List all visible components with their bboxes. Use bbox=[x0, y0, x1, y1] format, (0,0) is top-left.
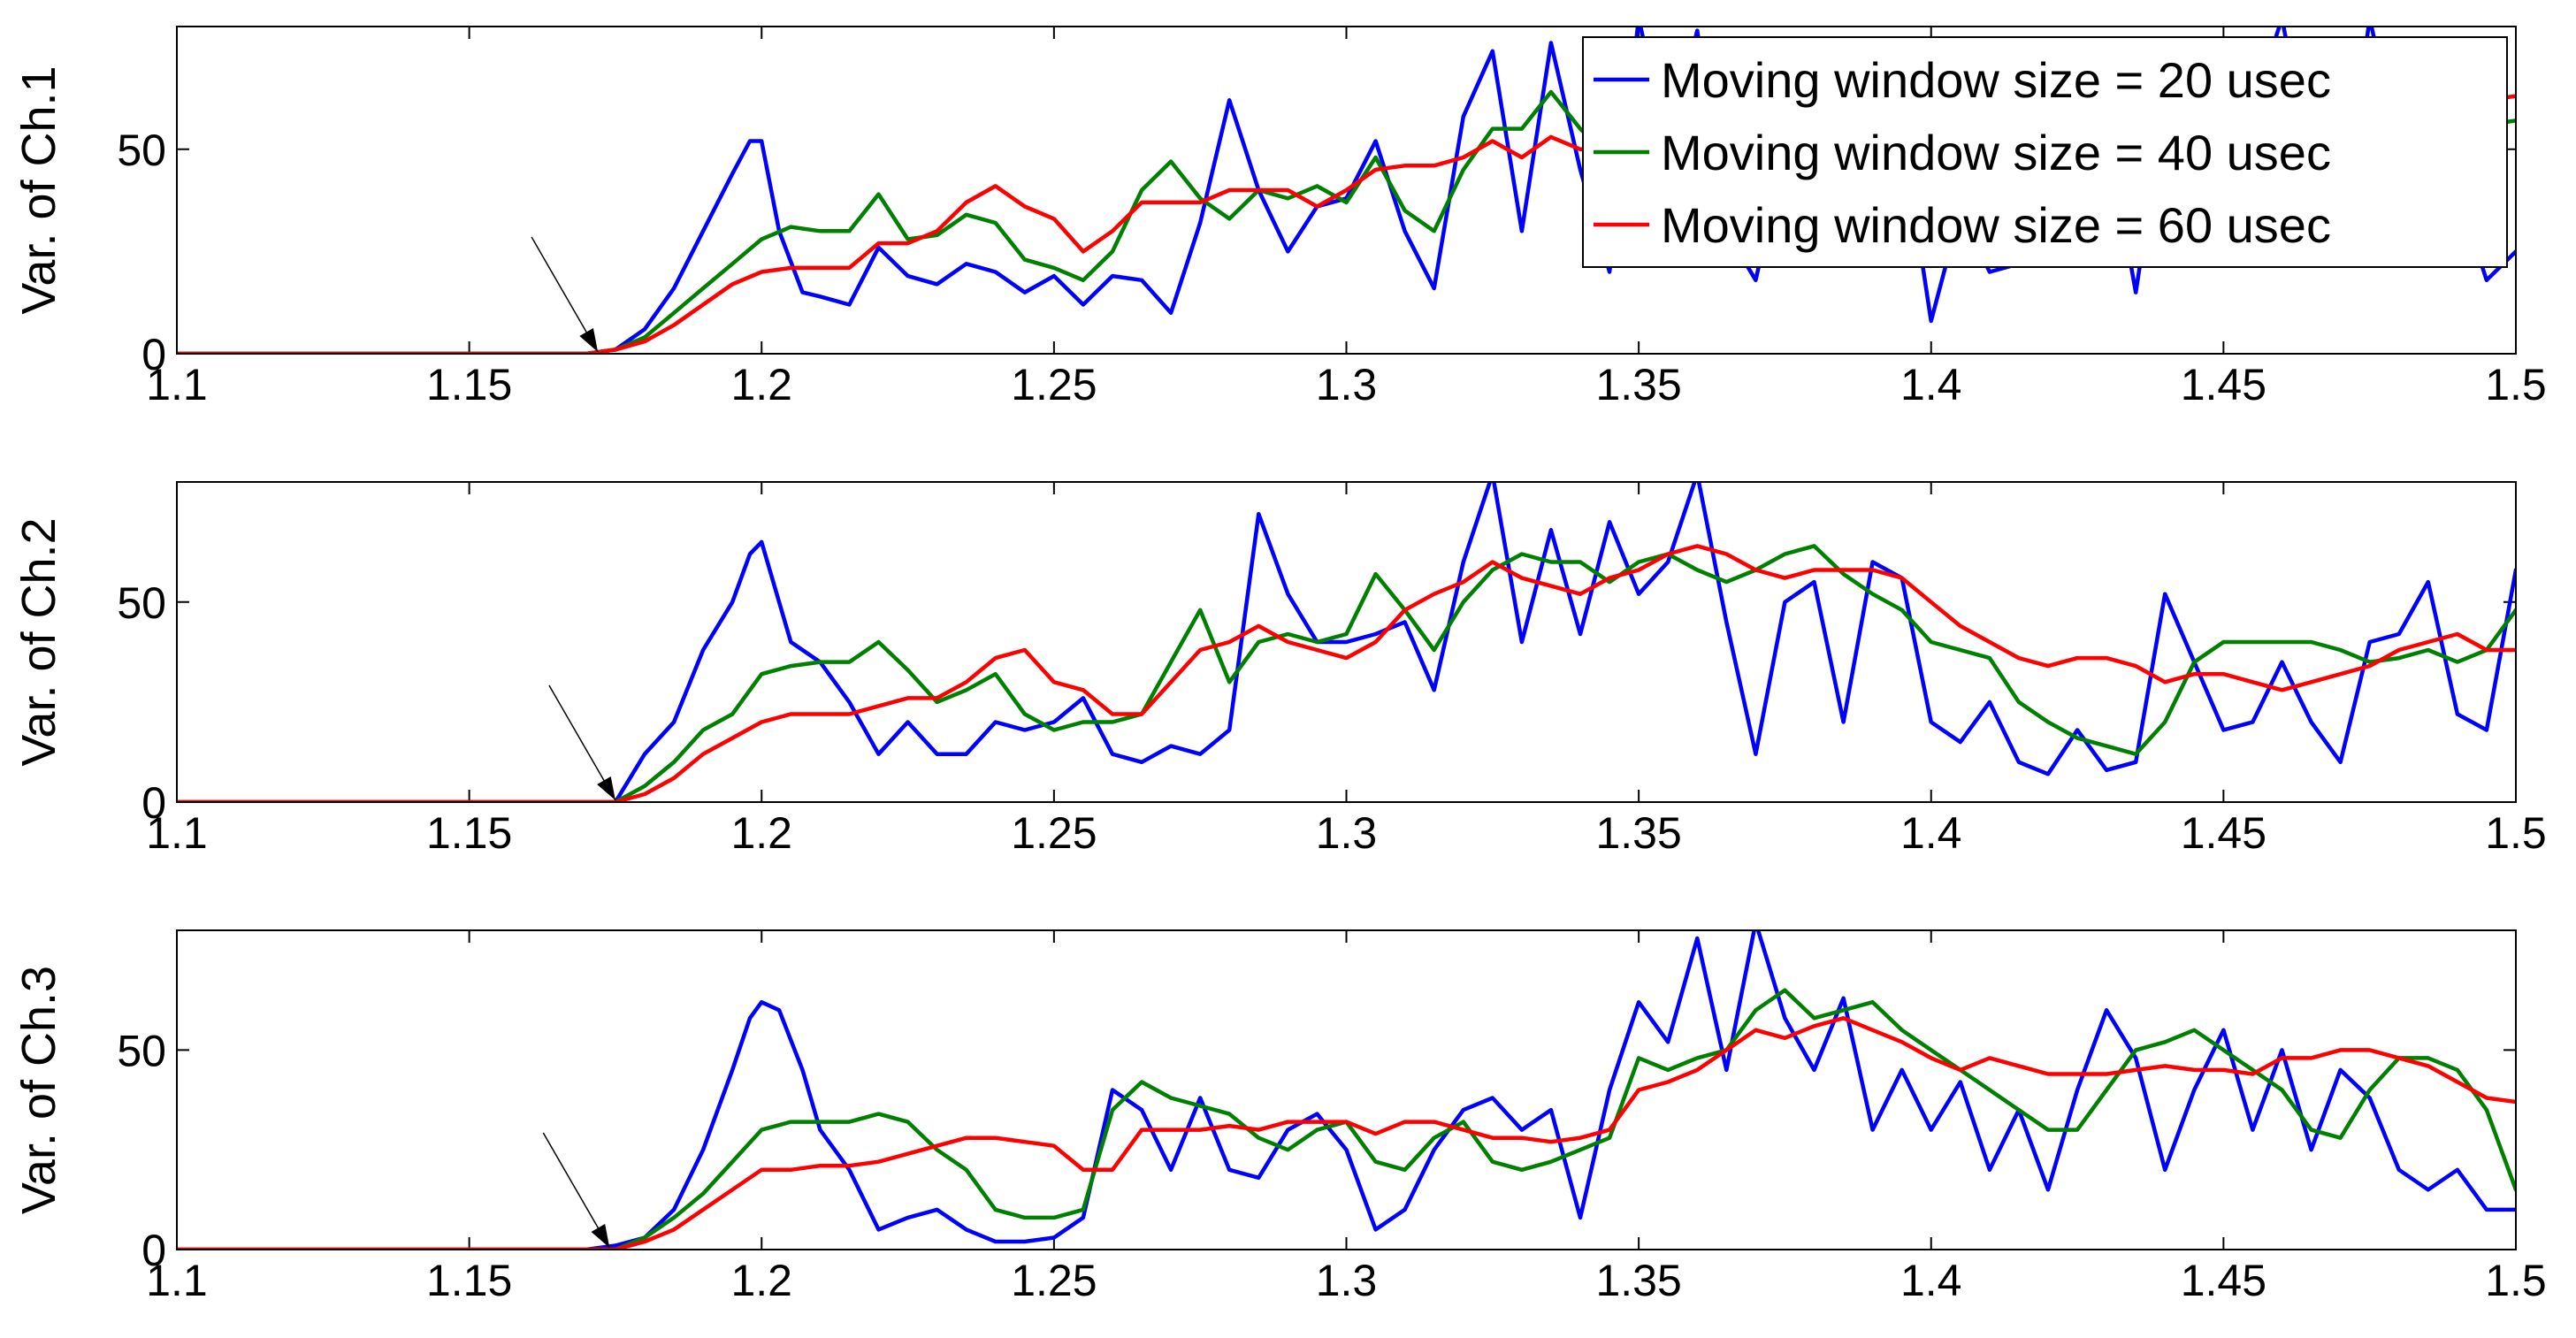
x-tick-label: 1.2 bbox=[730, 360, 792, 409]
legend-entry-label: Moving window size = 60 usec bbox=[1661, 197, 2331, 253]
series-line-60usec bbox=[177, 1016, 2516, 1250]
arrow-head bbox=[579, 327, 599, 352]
x-tick-label: 1.2 bbox=[730, 1256, 792, 1305]
series-line-40usec bbox=[177, 544, 2516, 802]
series-line-20usec bbox=[177, 930, 2516, 1250]
series-group bbox=[177, 930, 2516, 1250]
x-tick-label: 1.3 bbox=[1316, 360, 1378, 409]
x-tick-label: 1.15 bbox=[426, 1256, 512, 1305]
x-tick-label: 1.2 bbox=[730, 808, 792, 858]
x-tick-label: 1.25 bbox=[1011, 360, 1097, 409]
x-tick-label: 1.1 bbox=[146, 1256, 208, 1305]
series-line-20usec bbox=[177, 482, 2516, 802]
x-tick-label: 1.25 bbox=[1011, 808, 1097, 858]
x-tick-label: 1.15 bbox=[426, 808, 512, 858]
axes-frame bbox=[176, 481, 2517, 803]
x-tick-label: 1.45 bbox=[2181, 360, 2266, 409]
y-tick-label: 0 bbox=[141, 330, 166, 379]
x-tick-label: 1.4 bbox=[1900, 808, 1962, 858]
panel-ch1: 1.1 1.15 1.2 1.25 1.3 1.35 1.4 1.45 1.5 0 50 Var. o… bbox=[12, 26, 2547, 409]
y-tick-label: 0 bbox=[141, 1226, 166, 1275]
x-tick-label: 1.3 bbox=[1316, 808, 1378, 858]
x-tick-label: 1.3 bbox=[1316, 1256, 1378, 1305]
panel-ch3: 1.1 1.15 1.2 1.25 1.3 1.35 1.4 1.45 1.5 0 50 Var. o… bbox=[12, 929, 2547, 1305]
y-tick-label: 50 bbox=[117, 578, 166, 628]
series-line-40usec bbox=[177, 988, 2516, 1250]
x-tick-label: 1.1 bbox=[146, 360, 208, 409]
y-tick-label: 50 bbox=[117, 126, 166, 175]
series-group bbox=[177, 482, 2516, 802]
legend-entry-label: Moving window size = 20 usec bbox=[1661, 52, 2331, 108]
series-line-60usec bbox=[177, 544, 2516, 802]
y-axis-label: Var. of Ch.2 bbox=[12, 517, 65, 766]
x-tick-label: 1.25 bbox=[1011, 1256, 1097, 1305]
x-tick-label: 1.45 bbox=[2181, 808, 2266, 858]
arrow-head bbox=[597, 776, 615, 800]
x-tick-label: 1.35 bbox=[1595, 1256, 1681, 1305]
x-tick-label: 1.35 bbox=[1595, 808, 1681, 858]
legend-box bbox=[1582, 36, 2508, 268]
x-tick-label: 1.5 bbox=[2485, 808, 2547, 858]
x-tick-label: 1.5 bbox=[2485, 1256, 2547, 1305]
x-tick-label: 1.5 bbox=[2485, 360, 2547, 409]
y-axis-label: Var. of Ch.1 bbox=[12, 65, 65, 314]
arrow-head bbox=[591, 1223, 610, 1248]
y-tick-label: 50 bbox=[117, 1026, 166, 1075]
x-tick-label: 1.35 bbox=[1595, 360, 1681, 409]
x-tick-label: 1.45 bbox=[2181, 1256, 2266, 1305]
axes-frame bbox=[176, 929, 2517, 1250]
x-tick-label: 1.4 bbox=[1900, 1256, 1962, 1305]
axes-frame bbox=[176, 26, 2517, 355]
x-tick-label: 1.15 bbox=[426, 360, 512, 409]
legend: Moving window size = 20 usec Moving windo… bbox=[1582, 36, 2508, 268]
x-tick-label: 1.1 bbox=[146, 808, 208, 858]
panel-ch2: 1.1 1.15 1.2 1.25 1.3 1.35 1.4 1.45 1.5 0 50 Var. o… bbox=[12, 481, 2547, 858]
legend-entry-label: Moving window size = 40 usec bbox=[1661, 125, 2331, 180]
y-tick-label: 0 bbox=[141, 778, 166, 828]
x-tick-label: 1.4 bbox=[1900, 360, 1962, 409]
y-axis-label: Var. of Ch.3 bbox=[12, 966, 65, 1214]
